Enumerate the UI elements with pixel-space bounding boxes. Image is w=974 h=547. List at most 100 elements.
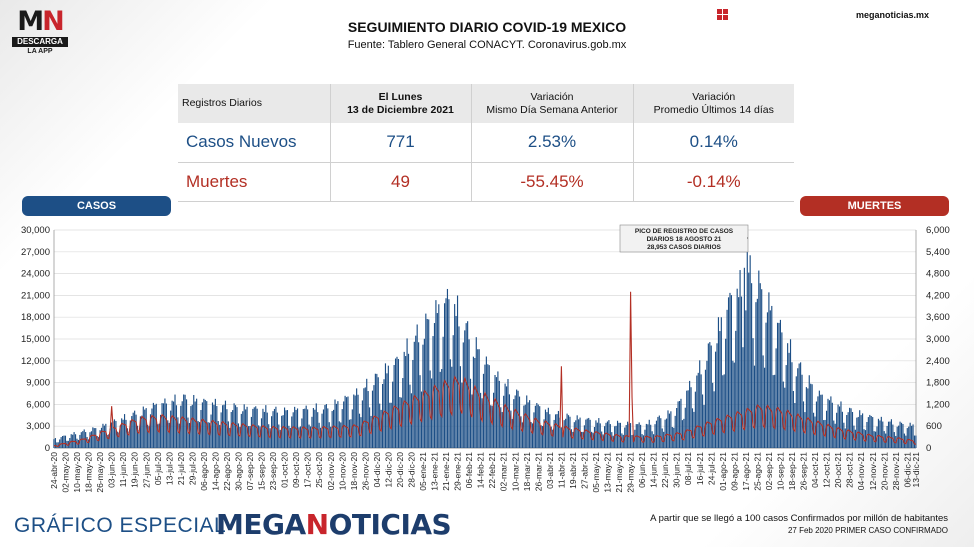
- casos-bar: [141, 415, 143, 448]
- site-url[interactable]: meganoticias.mx: [856, 10, 930, 20]
- casos-bar: [374, 373, 376, 448]
- casos-bar: [880, 416, 882, 448]
- casos-bar: [840, 401, 842, 448]
- casos-bar: [229, 427, 231, 448]
- casos-bar: [782, 381, 784, 448]
- casos-bar: [596, 422, 598, 448]
- x-tick-label: 10-sep-21: [776, 452, 786, 491]
- casos-bar: [915, 435, 917, 448]
- casos-bar: [516, 389, 518, 448]
- casos-bar: [702, 394, 704, 448]
- casos-bar: [73, 432, 75, 448]
- casos-bar: [738, 297, 740, 448]
- casos-bar: [566, 413, 568, 448]
- casos-bar: [324, 405, 326, 448]
- x-tick-label: 11-abr-21: [556, 452, 566, 488]
- casos-bar: [250, 416, 252, 448]
- casos-bar: [296, 408, 299, 448]
- casos-bar: [151, 408, 153, 448]
- casos-bar: [729, 292, 731, 448]
- casos-bar: [691, 408, 694, 448]
- casos-legend-pill: CASOS: [22, 196, 171, 216]
- casos-bar: [716, 343, 718, 448]
- x-tick-label: 17-oct-20: [303, 452, 313, 488]
- casos-bar: [135, 414, 137, 448]
- casos-bar: [709, 342, 711, 448]
- y-tick-left: 18,000: [21, 312, 50, 323]
- x-tick-label: 09-oct-20: [291, 452, 301, 488]
- grid-icon[interactable]: [717, 9, 728, 20]
- casos-bar: [784, 387, 786, 448]
- casos-bar: [175, 405, 178, 448]
- x-tick-label: 18-nov-20: [349, 452, 359, 491]
- casos-bar: [480, 392, 482, 448]
- casos-bar: [654, 424, 656, 448]
- casos-bar: [363, 388, 365, 448]
- casos-bar: [543, 419, 545, 448]
- casos-bar: [694, 391, 696, 448]
- x-tick-label: 24-abr-20: [49, 452, 59, 489]
- casos-bar: [465, 323, 467, 448]
- casos-bar: [396, 356, 398, 448]
- casos-bar: [625, 425, 627, 448]
- casos-bar: [850, 408, 852, 448]
- casos-bar: [781, 332, 783, 448]
- casos-bar: [510, 410, 512, 448]
- x-tick-label: 08-jul-21: [683, 452, 693, 485]
- x-tick-label: 27-abr-21: [579, 452, 589, 489]
- casos-bar: [358, 413, 361, 448]
- casos-bar: [676, 407, 678, 448]
- casos-bar: [798, 363, 800, 448]
- casos-bar: [497, 371, 499, 448]
- stats-table: Registros Diarios El Lunes 13 de Diciembr…: [178, 84, 794, 202]
- x-tick-label: 12-dic-20: [383, 452, 393, 488]
- x-tick-label: 28-dic-20: [406, 452, 416, 488]
- casos-bar: [870, 415, 872, 448]
- casos-bar: [376, 373, 378, 448]
- casos-bar: [529, 400, 531, 448]
- x-tick-label: 29-ene-21: [453, 452, 463, 491]
- y-tick-left: 0: [45, 443, 50, 454]
- casos-bar: [775, 348, 777, 448]
- casos-bar: [203, 398, 205, 448]
- casos-bar: [102, 423, 104, 448]
- x-tick-label: 27-jun-20: [141, 452, 151, 488]
- casos-bar: [678, 401, 681, 448]
- casos-bar: [758, 270, 760, 448]
- casos-bar: [415, 335, 417, 448]
- casos-bar: [230, 412, 232, 448]
- casos-bar: [260, 418, 263, 448]
- casos-bar: [123, 414, 126, 448]
- casos-bar: [742, 347, 744, 448]
- casos-bar: [546, 412, 548, 448]
- casos-bar: [491, 405, 493, 448]
- casos-bar: [243, 404, 245, 448]
- casos-bar: [735, 330, 737, 448]
- casos-bar: [860, 415, 862, 448]
- casos-bar: [526, 395, 528, 448]
- casos-bar: [899, 421, 901, 448]
- casos-bar: [178, 423, 180, 448]
- casos-bar: [887, 421, 890, 448]
- casos-bar: [795, 376, 797, 448]
- x-tick-label: 18-mar-21: [522, 452, 532, 491]
- casos-bar: [495, 377, 498, 448]
- casos-bar: [247, 426, 250, 448]
- casos-bar: [142, 406, 144, 448]
- casos-bar: [403, 351, 405, 448]
- x-tick-label: 22-ago-20: [222, 452, 232, 491]
- casos-bar: [808, 375, 810, 448]
- casos-bar: [722, 375, 724, 448]
- casos-bar: [789, 339, 792, 448]
- casos-bar: [386, 373, 388, 448]
- casos-bar: [90, 431, 92, 448]
- casos-bar: [148, 426, 150, 448]
- casos-bar: [181, 401, 183, 448]
- casos-bar: [345, 397, 348, 448]
- casos-bar: [513, 399, 515, 448]
- casos-bar: [139, 416, 141, 448]
- casos-bar: [252, 408, 254, 448]
- app-logo[interactable]: MN DESCARGA LA APP: [12, 8, 68, 56]
- casos-bar: [536, 403, 538, 448]
- x-tick-label: 26-mar-21: [533, 452, 543, 491]
